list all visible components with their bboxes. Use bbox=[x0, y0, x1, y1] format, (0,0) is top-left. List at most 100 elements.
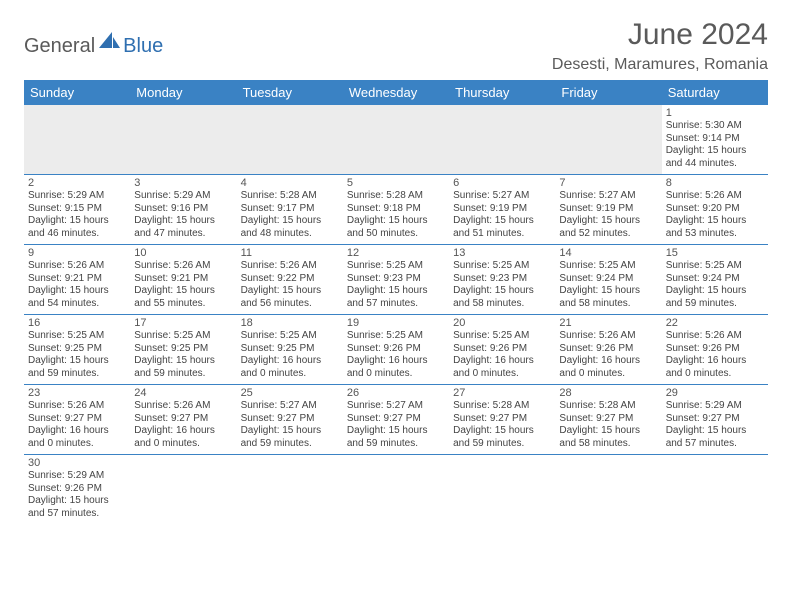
day-ss: Sunset: 9:26 PM bbox=[347, 343, 445, 356]
day-dl2: and 58 minutes. bbox=[453, 298, 551, 311]
calendar-day-cell bbox=[662, 455, 768, 525]
calendar-day-cell bbox=[555, 455, 661, 525]
day-dl2: and 59 minutes. bbox=[347, 438, 445, 451]
day-sr: Sunrise: 5:28 AM bbox=[453, 400, 551, 413]
calendar-day-cell bbox=[555, 105, 661, 175]
day-dl1: Daylight: 15 hours bbox=[347, 215, 445, 228]
logo-sail-icon bbox=[99, 32, 121, 55]
day-sr: Sunrise: 5:27 AM bbox=[347, 400, 445, 413]
calendar-day-cell bbox=[130, 105, 236, 175]
calendar-day-cell: 12Sunrise: 5:25 AMSunset: 9:23 PMDayligh… bbox=[343, 245, 449, 315]
day-dl1: Daylight: 15 hours bbox=[241, 285, 339, 298]
day-dl2: and 56 minutes. bbox=[241, 298, 339, 311]
calendar-day-cell: 18Sunrise: 5:25 AMSunset: 9:25 PMDayligh… bbox=[237, 315, 343, 385]
calendar-week-row: 1Sunrise: 5:30 AMSunset: 9:14 PMDaylight… bbox=[24, 105, 768, 175]
calendar-day-cell: 25Sunrise: 5:27 AMSunset: 9:27 PMDayligh… bbox=[237, 385, 343, 455]
day-sr: Sunrise: 5:25 AM bbox=[347, 330, 445, 343]
day-dl2: and 52 minutes. bbox=[559, 228, 657, 241]
day-number: 28 bbox=[559, 387, 657, 399]
day-dl1: Daylight: 15 hours bbox=[559, 215, 657, 228]
day-ss: Sunset: 9:14 PM bbox=[666, 133, 764, 146]
day-sr: Sunrise: 5:28 AM bbox=[241, 190, 339, 203]
calendar-day-cell: 3Sunrise: 5:29 AMSunset: 9:16 PMDaylight… bbox=[130, 175, 236, 245]
day-dl2: and 59 minutes. bbox=[453, 438, 551, 451]
calendar-day-cell: 4Sunrise: 5:28 AMSunset: 9:17 PMDaylight… bbox=[237, 175, 343, 245]
day-dl2: and 59 minutes. bbox=[134, 368, 232, 381]
day-sr: Sunrise: 5:29 AM bbox=[134, 190, 232, 203]
day-sr: Sunrise: 5:27 AM bbox=[241, 400, 339, 413]
calendar-day-cell: 22Sunrise: 5:26 AMSunset: 9:26 PMDayligh… bbox=[662, 315, 768, 385]
day-ss: Sunset: 9:27 PM bbox=[28, 413, 126, 426]
day-ss: Sunset: 9:23 PM bbox=[453, 273, 551, 286]
day-dl1: Daylight: 15 hours bbox=[28, 285, 126, 298]
day-number: 17 bbox=[134, 317, 232, 329]
calendar-day-cell: 17Sunrise: 5:25 AMSunset: 9:25 PMDayligh… bbox=[130, 315, 236, 385]
day-sr: Sunrise: 5:30 AM bbox=[666, 120, 764, 133]
day-dl2: and 0 minutes. bbox=[241, 368, 339, 381]
day-number: 15 bbox=[666, 247, 764, 259]
day-dl2: and 44 minutes. bbox=[666, 158, 764, 171]
calendar-day-cell: 9Sunrise: 5:26 AMSunset: 9:21 PMDaylight… bbox=[24, 245, 130, 315]
logo: General Blue bbox=[24, 32, 163, 61]
day-dl1: Daylight: 16 hours bbox=[666, 355, 764, 368]
day-dl1: Daylight: 15 hours bbox=[28, 495, 126, 508]
day-sr: Sunrise: 5:28 AM bbox=[347, 190, 445, 203]
day-dl2: and 54 minutes. bbox=[28, 298, 126, 311]
day-dl2: and 46 minutes. bbox=[28, 228, 126, 241]
day-ss: Sunset: 9:22 PM bbox=[241, 273, 339, 286]
day-dl1: Daylight: 15 hours bbox=[453, 285, 551, 298]
day-sr: Sunrise: 5:28 AM bbox=[559, 400, 657, 413]
calendar-day-cell: 27Sunrise: 5:28 AMSunset: 9:27 PMDayligh… bbox=[449, 385, 555, 455]
day-dl2: and 58 minutes. bbox=[559, 438, 657, 451]
weekday-header: Sunday bbox=[24, 80, 130, 105]
day-number: 22 bbox=[666, 317, 764, 329]
calendar-day-cell: 7Sunrise: 5:27 AMSunset: 9:19 PMDaylight… bbox=[555, 175, 661, 245]
day-dl2: and 59 minutes. bbox=[241, 438, 339, 451]
day-ss: Sunset: 9:27 PM bbox=[666, 413, 764, 426]
weekday-header: Wednesday bbox=[343, 80, 449, 105]
calendar-day-cell bbox=[449, 105, 555, 175]
day-number: 8 bbox=[666, 177, 764, 189]
calendar-day-cell: 11Sunrise: 5:26 AMSunset: 9:22 PMDayligh… bbox=[237, 245, 343, 315]
day-number: 4 bbox=[241, 177, 339, 189]
weekday-header: Thursday bbox=[449, 80, 555, 105]
day-ss: Sunset: 9:27 PM bbox=[453, 413, 551, 426]
day-dl1: Daylight: 16 hours bbox=[134, 425, 232, 438]
day-ss: Sunset: 9:27 PM bbox=[241, 413, 339, 426]
day-ss: Sunset: 9:27 PM bbox=[559, 413, 657, 426]
calendar-week-row: 2Sunrise: 5:29 AMSunset: 9:15 PMDaylight… bbox=[24, 175, 768, 245]
day-dl2: and 51 minutes. bbox=[453, 228, 551, 241]
day-dl1: Daylight: 15 hours bbox=[241, 425, 339, 438]
calendar-day-cell: 13Sunrise: 5:25 AMSunset: 9:23 PMDayligh… bbox=[449, 245, 555, 315]
day-dl1: Daylight: 15 hours bbox=[559, 425, 657, 438]
day-number: 29 bbox=[666, 387, 764, 399]
calendar-week-row: 30Sunrise: 5:29 AMSunset: 9:26 PMDayligh… bbox=[24, 455, 768, 525]
calendar-day-cell: 26Sunrise: 5:27 AMSunset: 9:27 PMDayligh… bbox=[343, 385, 449, 455]
calendar-day-cell bbox=[24, 105, 130, 175]
day-dl2: and 53 minutes. bbox=[666, 228, 764, 241]
day-sr: Sunrise: 5:25 AM bbox=[453, 330, 551, 343]
day-ss: Sunset: 9:27 PM bbox=[134, 413, 232, 426]
day-number: 24 bbox=[134, 387, 232, 399]
day-sr: Sunrise: 5:29 AM bbox=[28, 470, 126, 483]
day-dl2: and 48 minutes. bbox=[241, 228, 339, 241]
calendar-day-cell: 21Sunrise: 5:26 AMSunset: 9:26 PMDayligh… bbox=[555, 315, 661, 385]
header: General Blue June 2024 Desesti, Maramure… bbox=[24, 18, 768, 74]
calendar-day-cell: 28Sunrise: 5:28 AMSunset: 9:27 PMDayligh… bbox=[555, 385, 661, 455]
calendar-day-cell bbox=[130, 455, 236, 525]
weekday-header: Tuesday bbox=[237, 80, 343, 105]
day-dl2: and 55 minutes. bbox=[134, 298, 232, 311]
day-number: 18 bbox=[241, 317, 339, 329]
day-dl1: Daylight: 15 hours bbox=[453, 215, 551, 228]
day-dl2: and 0 minutes. bbox=[28, 438, 126, 451]
day-number: 20 bbox=[453, 317, 551, 329]
calendar-day-cell: 2Sunrise: 5:29 AMSunset: 9:15 PMDaylight… bbox=[24, 175, 130, 245]
day-sr: Sunrise: 5:26 AM bbox=[28, 400, 126, 413]
calendar-day-cell: 8Sunrise: 5:26 AMSunset: 9:20 PMDaylight… bbox=[662, 175, 768, 245]
day-dl2: and 0 minutes. bbox=[666, 368, 764, 381]
day-sr: Sunrise: 5:26 AM bbox=[134, 400, 232, 413]
calendar-day-cell bbox=[237, 455, 343, 525]
weekday-header: Friday bbox=[555, 80, 661, 105]
day-ss: Sunset: 9:15 PM bbox=[28, 203, 126, 216]
day-sr: Sunrise: 5:26 AM bbox=[666, 190, 764, 203]
